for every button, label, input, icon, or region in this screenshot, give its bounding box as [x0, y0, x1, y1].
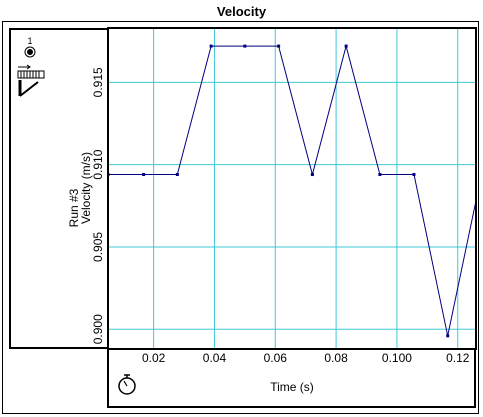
y-tick-label: 0.915: [91, 67, 105, 97]
data-point[interactable]: [344, 44, 348, 48]
data-point[interactable]: [310, 173, 314, 177]
x-tick-label: 0.02: [142, 351, 166, 365]
stopwatch-icon[interactable]: [118, 374, 136, 395]
x-tick-label: 0.04: [203, 351, 227, 365]
run-number: 1: [27, 36, 32, 46]
data-point[interactable]: [412, 173, 416, 177]
data-point[interactable]: [277, 44, 281, 48]
data-point[interactable]: [243, 44, 247, 48]
y-axis-run-label: Run #3: [67, 188, 81, 227]
y-axis-label: Velocity (m/s): [79, 152, 93, 224]
x-tick-label: 0.08: [324, 351, 348, 365]
run-marker-icon[interactable]: [24, 46, 36, 58]
left-tool-panel: [9, 28, 108, 349]
data-point[interactable]: [378, 173, 382, 177]
data-point[interactable]: [142, 173, 146, 177]
window-frame: [2, 21, 479, 414]
plot-border: [107, 27, 477, 350]
x-axis-label: Time (s): [270, 380, 314, 394]
y-tick-label: 0.900: [91, 314, 105, 344]
x-tick-label: 0.100: [382, 351, 412, 365]
data-point[interactable]: [209, 44, 213, 48]
grid-lines: [108, 28, 476, 349]
series-layer: [108, 44, 476, 338]
tangent-tool-icon[interactable]: [17, 64, 45, 97]
data-point[interactable]: [446, 334, 450, 338]
y-tick-labels: 0.900 0.905 0.910 0.915: [91, 67, 105, 344]
y-tick-label: 0.910: [91, 149, 105, 179]
data-point[interactable]: [175, 173, 179, 177]
x-tick-label: 0.12: [446, 351, 470, 365]
bottom-tool-panel: [107, 349, 476, 408]
chart-title: Velocity: [216, 4, 267, 19]
y-tick-label: 0.905: [91, 232, 105, 262]
x-tick-label: 0.06: [264, 351, 288, 365]
x-tick-labels: 0.02 0.04 0.06 0.08 0.100 0.12: [142, 351, 470, 365]
series-line: [108, 44, 476, 336]
